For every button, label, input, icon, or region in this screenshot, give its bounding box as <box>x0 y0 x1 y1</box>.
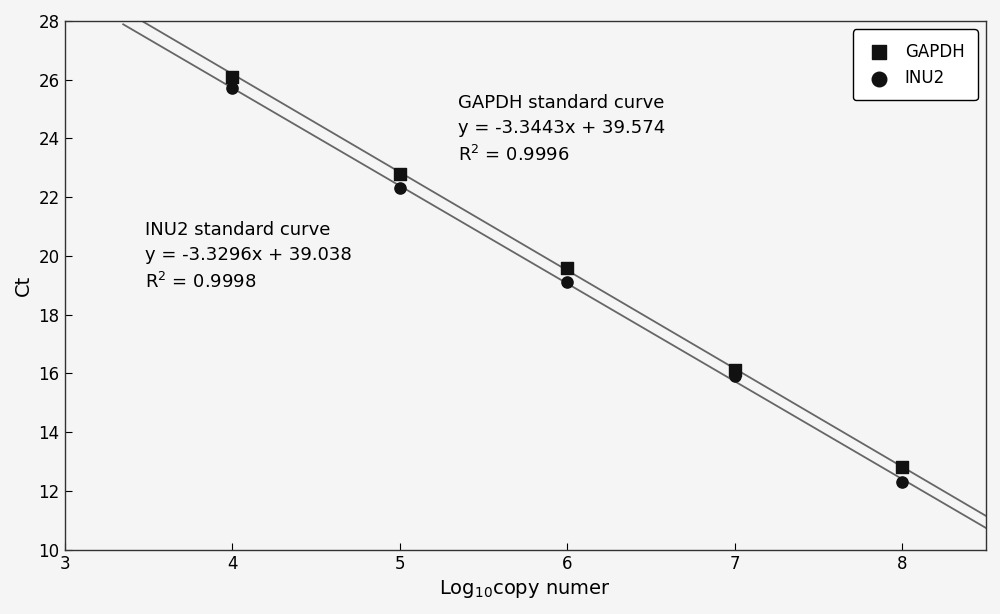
GAPDH <box>559 263 575 273</box>
GAPDH <box>727 365 743 375</box>
INU2 <box>392 184 408 193</box>
Legend: GAPDH, INU2: GAPDH, INU2 <box>853 29 978 100</box>
Text: GAPDH standard curve
y = -3.3443x + 39.574
R$^2$ = 0.9996: GAPDH standard curve y = -3.3443x + 39.5… <box>458 95 666 166</box>
GAPDH <box>894 462 910 472</box>
INU2 <box>894 477 910 487</box>
GAPDH <box>224 72 240 82</box>
GAPDH <box>392 169 408 179</box>
INU2 <box>559 278 575 287</box>
INU2 <box>224 84 240 93</box>
X-axis label: Log$_{10}$copy numer: Log$_{10}$copy numer <box>439 578 611 600</box>
Text: INU2 standard curve
y = -3.3296x + 39.038
R$^2$ = 0.9998: INU2 standard curve y = -3.3296x + 39.03… <box>145 220 352 292</box>
Y-axis label: Ct: Ct <box>14 274 33 296</box>
INU2 <box>727 371 743 381</box>
